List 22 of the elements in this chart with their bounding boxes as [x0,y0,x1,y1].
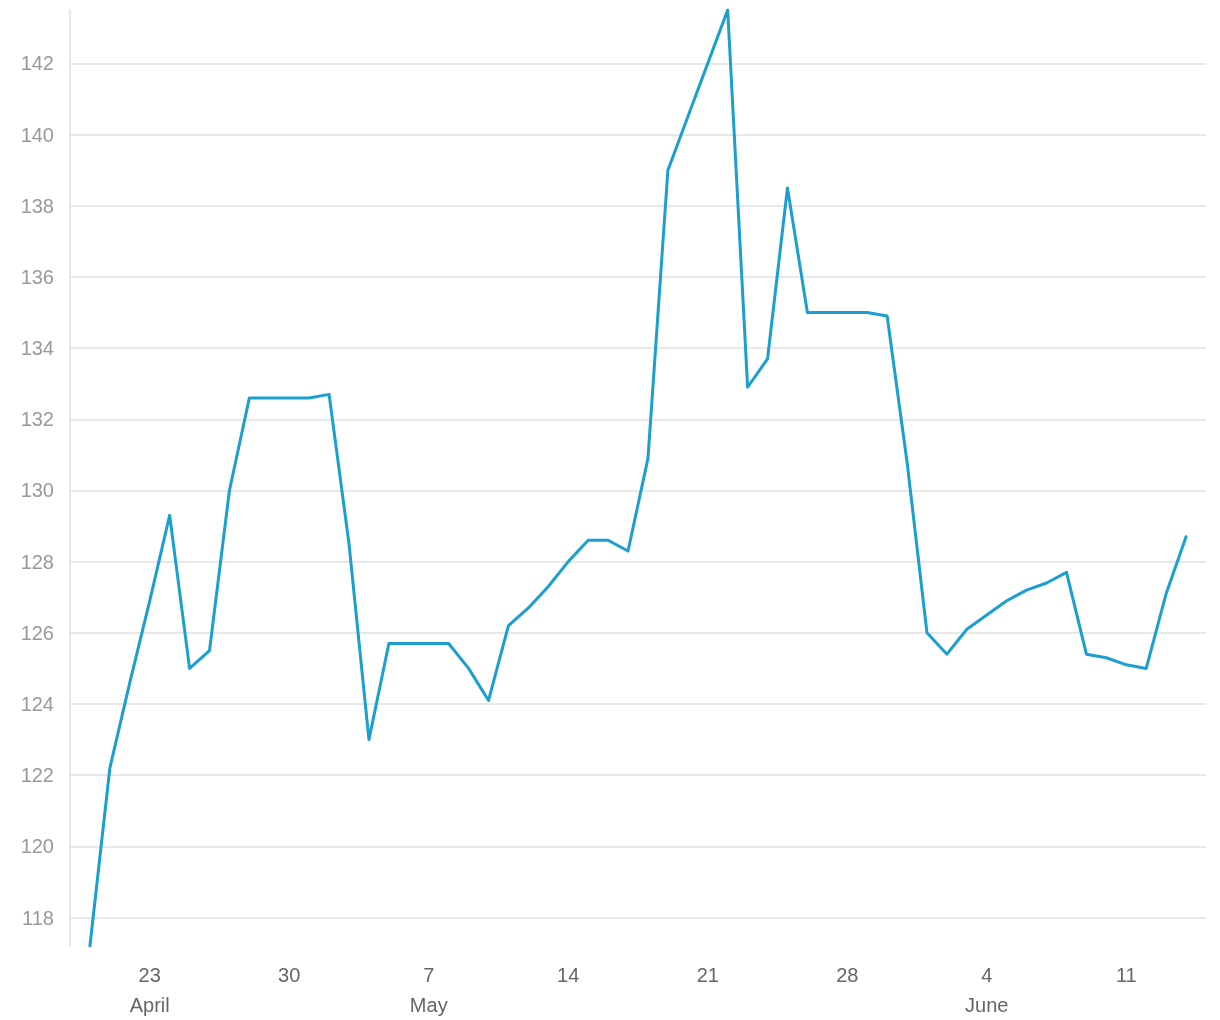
y-tick-label: 124 [20,692,54,715]
x-tick-label: 11 [1115,964,1137,986]
y-tick-label: 120 [20,835,54,858]
x-tick-label: 30 [278,964,301,986]
y-tick-label: 132 [20,408,54,431]
y-tick-label: 130 [20,479,54,502]
x-tick-label: 14 [557,964,580,986]
x-tick-label: 23 April [129,964,170,1016]
y-tick-label: 138 [20,194,54,217]
y-tick-label: 134 [20,337,54,360]
y-tick-label: 128 [20,550,54,573]
y-tick-label: 142 [20,52,54,75]
x-tick-label: 4 June [965,964,1009,1016]
x-tick-label: 28 [836,964,859,986]
x-tick-label: 21 [696,964,719,986]
x-tick-label: 7 May [409,964,448,1016]
line-series [88,8,1188,948]
y-tick-label: 126 [20,621,54,644]
y-tick-label: 122 [20,764,54,787]
y-tick-label: 118 [22,906,54,929]
y-tick-label: 140 [20,123,54,146]
y-tick-label: 136 [20,265,54,288]
